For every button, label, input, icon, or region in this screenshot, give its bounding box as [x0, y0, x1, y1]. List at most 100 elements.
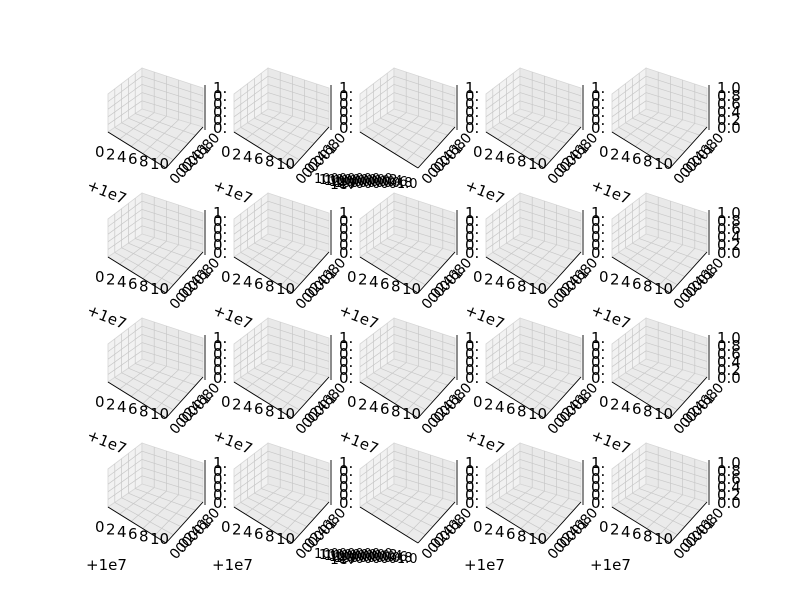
- gridline: [141, 450, 204, 472]
- x-tick-label: 8: [391, 403, 401, 421]
- z-tick-label: 0.: [465, 220, 479, 238]
- x-tick-label: 8: [517, 153, 527, 171]
- x-tick-label: 2: [484, 270, 494, 288]
- gridline: [611, 200, 647, 227]
- gridline: [233, 217, 269, 243]
- gridline: [611, 325, 647, 352]
- x-tick-label: 10000000.2: [319, 173, 398, 188]
- z-tick-label: 0.: [339, 361, 353, 379]
- x-tick-label: 4: [621, 148, 631, 166]
- gridline: [359, 467, 395, 493]
- z-tick-label: 0.: [591, 111, 605, 129]
- z-tick-label: 0.: [591, 119, 605, 137]
- z-tick-label: 0.: [465, 119, 479, 137]
- gridline: [645, 100, 708, 120]
- gridline: [387, 113, 448, 136]
- gridline: [645, 342, 708, 362]
- z-tick-label: 1.: [465, 454, 479, 472]
- gridline: [245, 487, 281, 515]
- gridline: [233, 350, 269, 375]
- x-tick-label: 10: [528, 155, 547, 173]
- z-tick-label: 0.4: [717, 353, 741, 371]
- gridline: [406, 123, 444, 162]
- x-tick-label: 10: [276, 530, 295, 548]
- z-tick-label: 0.: [213, 236, 227, 254]
- y-axis-line: [669, 251, 708, 294]
- y-axis-line: [291, 126, 330, 169]
- z-tick-label: 0.8: [717, 337, 741, 355]
- subplot-3d-axes: 0 2 4 6 8 10+1e70.00.20.40.60.81.00.0.0.0.0.1…: [85, 192, 227, 333]
- subplot-3d-axes: 0 2 4 6 8 10+1e70.00.20.40.60.81.00.0.0.0.0.1…: [211, 317, 353, 458]
- gridline: [373, 497, 433, 527]
- gridline: [107, 475, 143, 500]
- y-axis-line: [417, 501, 456, 544]
- y-axis-line: [165, 376, 204, 419]
- gridline: [359, 475, 395, 500]
- gridline: [645, 92, 708, 112]
- z-tick-label: 0.: [591, 212, 605, 230]
- gridline: [121, 497, 181, 527]
- gridline: [119, 362, 155, 390]
- gridline: [492, 252, 552, 286]
- gridline: [141, 334, 204, 354]
- gridline: [634, 365, 671, 397]
- x-tick-label: 6: [632, 150, 642, 168]
- gridline: [268, 244, 305, 279]
- gridline: [247, 247, 307, 277]
- y-axis-line: [165, 126, 204, 169]
- z-tick-label: 0.: [339, 486, 353, 504]
- y-axis-line: [165, 251, 204, 294]
- gridline: [634, 115, 671, 147]
- z-tick-label: 0.: [591, 244, 605, 262]
- gridline: [485, 225, 521, 250]
- gridline: [359, 459, 395, 485]
- gridline: [130, 365, 167, 397]
- x-tick-label: 4: [117, 273, 127, 291]
- gridline: [128, 117, 189, 144]
- x-tick-label: 2: [358, 395, 368, 413]
- z-tick-label: 0.: [591, 486, 605, 504]
- x-tick-label: 6: [380, 400, 390, 418]
- x-tick-label: 4: [495, 398, 505, 416]
- gridline: [520, 369, 557, 404]
- gridline: [254, 117, 315, 144]
- z-tick-label: 0.: [591, 478, 605, 496]
- gridline: [611, 334, 647, 360]
- x-tick-label: 4: [621, 398, 631, 416]
- gridline: [618, 252, 678, 286]
- gridline: [359, 325, 395, 352]
- gridline: [233, 325, 269, 352]
- x-tick-label: 0: [347, 393, 357, 411]
- gridline: [625, 247, 685, 277]
- gridline: [393, 209, 456, 229]
- gridline: [240, 377, 300, 411]
- z-tick-label: 0.: [591, 236, 605, 254]
- z-tick-label: 0.: [213, 95, 227, 113]
- x-tick-label: 4: [243, 523, 253, 541]
- x-tick-label: 6: [506, 275, 516, 293]
- gridline: [645, 459, 708, 479]
- z-tick-label: 1.: [591, 329, 605, 347]
- gridline: [261, 363, 322, 386]
- x-tick-label: 2: [232, 395, 242, 413]
- x-tick-label: 10000000.2: [319, 548, 398, 563]
- gridline: [280, 498, 318, 537]
- z-tick-label: 0.: [465, 228, 479, 246]
- x-tick-label: 10: [402, 405, 421, 423]
- gridline: [141, 92, 204, 112]
- gridline: [393, 100, 456, 120]
- gridline: [497, 112, 533, 140]
- gridline: [267, 100, 330, 120]
- z-tick-label: 0.: [591, 462, 605, 480]
- y-axis-line: [291, 251, 330, 294]
- x-axis-line: [233, 131, 293, 169]
- x-tick-label: 10000000.6: [329, 550, 408, 565]
- z-tick-label: 1.: [591, 79, 605, 97]
- z-tick-label: 0.: [213, 212, 227, 230]
- z-tick-label: 0.: [339, 478, 353, 496]
- gridline: [141, 467, 204, 487]
- gridline: [359, 450, 395, 477]
- gridline: [611, 217, 647, 243]
- z-tick-label: 0.6: [717, 220, 741, 238]
- gridline: [506, 117, 567, 144]
